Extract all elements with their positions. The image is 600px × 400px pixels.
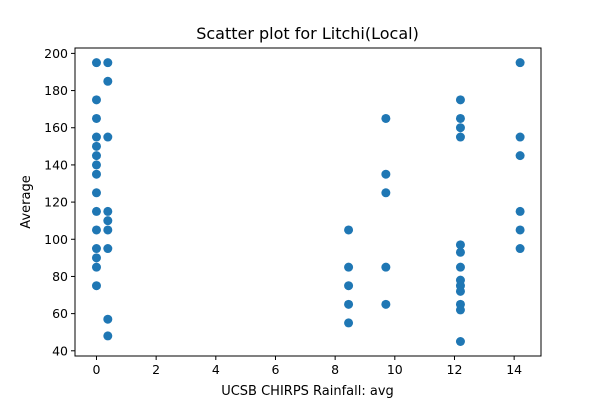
chart-title: Scatter plot for Litchi(Local) (196, 24, 419, 43)
y-tick-label: 180 (44, 83, 68, 98)
data-point (455, 262, 465, 272)
y-tick-label: 140 (44, 157, 68, 172)
plot-frame (74, 47, 542, 357)
x-tick-label: 6 (272, 362, 280, 377)
data-point (91, 95, 101, 105)
data-point (103, 225, 113, 235)
data-point (344, 318, 354, 328)
data-point (455, 240, 465, 250)
data-point (515, 206, 525, 216)
data-point (455, 305, 465, 315)
data-point (344, 299, 354, 309)
data-point (515, 132, 525, 142)
data-point (91, 151, 101, 161)
data-point (103, 244, 113, 254)
data-point (381, 188, 391, 198)
x-tick-label: 14 (506, 362, 522, 377)
x-tick-label: 2 (152, 362, 160, 377)
data-point (103, 76, 113, 86)
data-point (455, 286, 465, 296)
data-point (455, 247, 465, 257)
axis-ticks: 0 2 4 6 8 10 12 14 40 60 80 100 120 140 160 180 200 (44, 46, 522, 377)
data-point (103, 331, 113, 341)
data-point (455, 95, 465, 105)
y-tick-label: 100 (44, 232, 68, 247)
x-tick-label: 8 (331, 362, 339, 377)
data-points (91, 58, 525, 347)
x-tick-label: 10 (387, 362, 403, 377)
data-point (381, 169, 391, 179)
data-point (91, 169, 101, 179)
data-point (344, 281, 354, 291)
data-point (91, 262, 101, 272)
data-point (344, 262, 354, 272)
data-point (103, 314, 113, 324)
data-point (515, 225, 525, 235)
data-point (381, 262, 391, 272)
data-point (103, 206, 113, 216)
data-point (91, 281, 101, 291)
data-point (515, 244, 525, 254)
y-tick-label: 80 (52, 269, 68, 284)
x-tick-label: 12 (447, 362, 463, 377)
data-point (103, 132, 113, 142)
x-tick-label: 0 (93, 362, 101, 377)
data-point (91, 113, 101, 123)
data-point (91, 244, 101, 254)
data-point (103, 216, 113, 226)
y-tick-label: 40 (52, 343, 68, 358)
y-tick-label: 60 (52, 306, 68, 321)
data-point (455, 337, 465, 347)
data-point (91, 160, 101, 170)
data-point (381, 113, 391, 123)
data-point (91, 225, 101, 235)
data-point (455, 132, 465, 142)
data-point (91, 188, 101, 198)
data-point (515, 151, 525, 161)
y-tick-label: 200 (44, 46, 68, 61)
y-axis-label: Average (19, 175, 34, 228)
y-tick-label: 120 (44, 195, 68, 210)
data-point (91, 253, 101, 263)
data-point (103, 58, 113, 68)
data-point (381, 299, 391, 309)
data-point (91, 132, 101, 142)
data-point (91, 206, 101, 216)
x-tick-label: 4 (212, 362, 220, 377)
data-point (455, 123, 465, 133)
data-point (515, 58, 525, 68)
data-point (91, 141, 101, 151)
data-point (91, 58, 101, 68)
x-axis-label: UCSB CHIRPS Rainfall: avg (221, 384, 394, 399)
y-tick-label: 160 (44, 120, 68, 135)
data-point (344, 225, 354, 235)
data-point (455, 113, 465, 123)
